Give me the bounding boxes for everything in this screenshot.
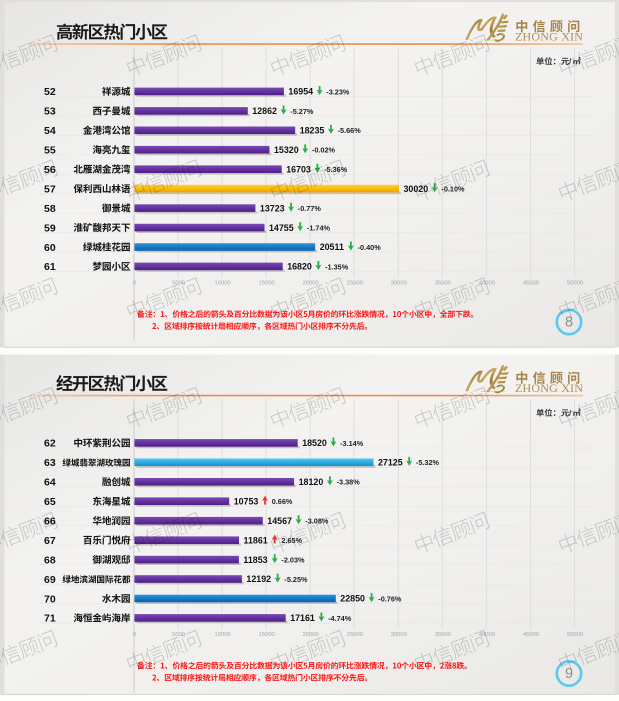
svg-text:-0.77%: -0.77% xyxy=(298,204,322,213)
svg-text:45000: 45000 xyxy=(523,632,539,638)
svg-text:45000: 45000 xyxy=(523,280,539,286)
svg-text:60: 60 xyxy=(44,242,56,254)
svg-text:-3.38%: -3.38% xyxy=(337,478,361,487)
svg-text:59: 59 xyxy=(44,222,56,234)
svg-text:69: 69 xyxy=(44,574,56,586)
svg-text:-3.14%: -3.14% xyxy=(340,439,364,448)
svg-text:40000: 40000 xyxy=(479,280,495,286)
svg-text:10000: 10000 xyxy=(215,632,231,638)
svg-text:-0.76%: -0.76% xyxy=(378,594,402,603)
svg-text:/: / xyxy=(569,409,572,418)
svg-text:50000: 50000 xyxy=(567,632,583,638)
svg-text:14755: 14755 xyxy=(269,223,294,233)
svg-text:70: 70 xyxy=(44,593,56,605)
svg-text:62: 62 xyxy=(44,438,56,450)
svg-text:11861: 11861 xyxy=(244,535,268,545)
svg-text:68: 68 xyxy=(44,554,56,566)
svg-text:9: 9 xyxy=(565,666,573,682)
svg-text:-1.74%: -1.74% xyxy=(307,224,331,233)
svg-text:0.66%: 0.66% xyxy=(272,497,293,506)
svg-text:8: 8 xyxy=(565,315,573,331)
svg-text:17161: 17161 xyxy=(290,613,315,623)
svg-text:35000: 35000 xyxy=(435,632,451,638)
svg-text:-5.66%: -5.66% xyxy=(338,126,362,135)
svg-text:13723: 13723 xyxy=(260,203,285,213)
svg-text:5000: 5000 xyxy=(172,632,185,638)
svg-text:-4.74%: -4.74% xyxy=(328,614,352,623)
svg-text:25000: 25000 xyxy=(347,280,363,286)
svg-text:-5.27%: -5.27% xyxy=(290,107,314,116)
svg-text:20000: 20000 xyxy=(303,632,319,638)
svg-text:27125: 27125 xyxy=(378,458,403,468)
svg-text:35000: 35000 xyxy=(435,280,451,286)
svg-text:18120: 18120 xyxy=(299,477,324,487)
svg-text:-1.35%: -1.35% xyxy=(325,262,349,271)
svg-text:-0.10%: -0.10% xyxy=(441,185,465,194)
svg-text:15000: 15000 xyxy=(259,632,275,638)
svg-text:16703: 16703 xyxy=(286,164,311,174)
svg-text:64: 64 xyxy=(44,477,56,489)
svg-text:40000: 40000 xyxy=(479,632,495,638)
svg-text:18235: 18235 xyxy=(300,126,325,136)
svg-text:25000: 25000 xyxy=(347,632,363,638)
svg-text:10000: 10000 xyxy=(215,280,231,286)
svg-text:30000: 30000 xyxy=(391,280,407,286)
svg-text:2.65%: 2.65% xyxy=(281,536,302,545)
svg-text:57: 57 xyxy=(44,184,56,196)
svg-text:-3.23%: -3.23% xyxy=(326,87,350,96)
svg-text:5000: 5000 xyxy=(172,280,185,286)
svg-text:55: 55 xyxy=(44,145,56,157)
svg-text:30000: 30000 xyxy=(391,632,407,638)
svg-text:-5.36%: -5.36% xyxy=(324,165,348,174)
svg-text:16954: 16954 xyxy=(288,87,313,97)
svg-text:71: 71 xyxy=(44,613,56,625)
svg-text:-0.02%: -0.02% xyxy=(312,146,336,155)
svg-text:52: 52 xyxy=(44,86,56,98)
svg-text:20000: 20000 xyxy=(303,280,319,286)
svg-text:15000: 15000 xyxy=(259,280,275,286)
svg-text:22850: 22850 xyxy=(340,594,365,604)
svg-text:20511: 20511 xyxy=(320,242,344,252)
svg-text:11853: 11853 xyxy=(243,555,267,565)
svg-text:0: 0 xyxy=(133,280,136,286)
svg-text:54: 54 xyxy=(44,125,56,137)
svg-text:14567: 14567 xyxy=(267,516,292,526)
svg-text:61: 61 xyxy=(44,261,56,273)
svg-text:58: 58 xyxy=(44,203,56,215)
svg-text:0: 0 xyxy=(133,632,136,638)
svg-text:65: 65 xyxy=(44,496,56,508)
svg-text:18520: 18520 xyxy=(302,438,327,448)
svg-text:67: 67 xyxy=(44,535,56,547)
svg-text:50000: 50000 xyxy=(567,280,583,286)
svg-text:-5.32%: -5.32% xyxy=(416,458,440,467)
svg-text:-2.03%: -2.03% xyxy=(281,556,305,565)
svg-text:-0.40%: -0.40% xyxy=(358,243,382,252)
svg-text:/: / xyxy=(569,57,572,66)
svg-text:10753: 10753 xyxy=(234,496,259,506)
svg-text:-5.25%: -5.25% xyxy=(284,575,308,584)
svg-text:12192: 12192 xyxy=(246,574,271,584)
svg-text:63: 63 xyxy=(44,457,56,469)
svg-text:15320: 15320 xyxy=(274,145,299,155)
svg-text:53: 53 xyxy=(44,106,56,118)
svg-text:12862: 12862 xyxy=(252,106,277,116)
svg-text:16820: 16820 xyxy=(287,262,312,272)
